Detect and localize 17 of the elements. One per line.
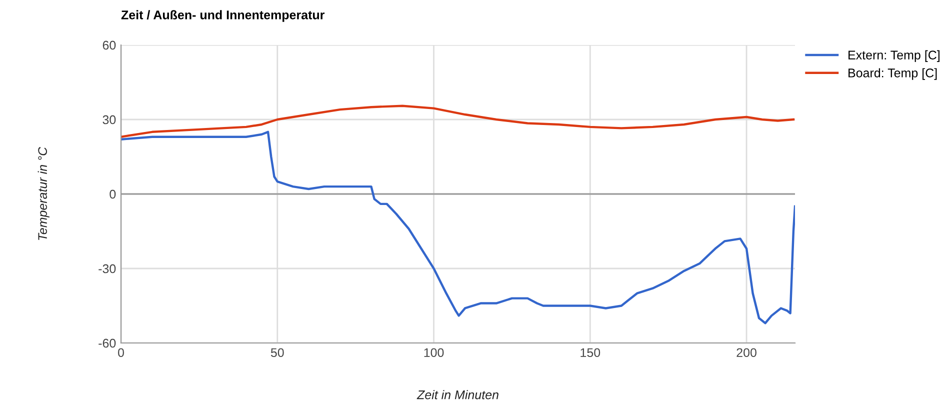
x-axis-title: Zeit in Minuten	[416, 390, 498, 400]
x-tick-label: 100	[424, 348, 444, 358]
x-tick-label: 50	[270, 348, 284, 358]
chart-title: Zeit / Außen- und Innentemperatur	[121, 10, 325, 22]
line-series	[121, 130, 795, 324]
legend-label: Extern: Temp [C]	[848, 50, 940, 62]
x-tick-label: 200	[736, 348, 756, 358]
y-tick-label: 30	[102, 115, 116, 124]
line-series	[121, 104, 795, 138]
x-tick-label: 150	[580, 348, 600, 358]
legend-label: Board: Temp [C]	[848, 68, 937, 80]
x-tick-label: 0	[118, 348, 124, 358]
y-tick-label: -60	[98, 338, 116, 348]
y-tick-label: 60	[102, 40, 116, 50]
y-tick-label: -30	[98, 264, 116, 274]
y-tick-label: 0	[110, 190, 116, 199]
y-axis-title: Temperatur in °C	[38, 146, 50, 240]
